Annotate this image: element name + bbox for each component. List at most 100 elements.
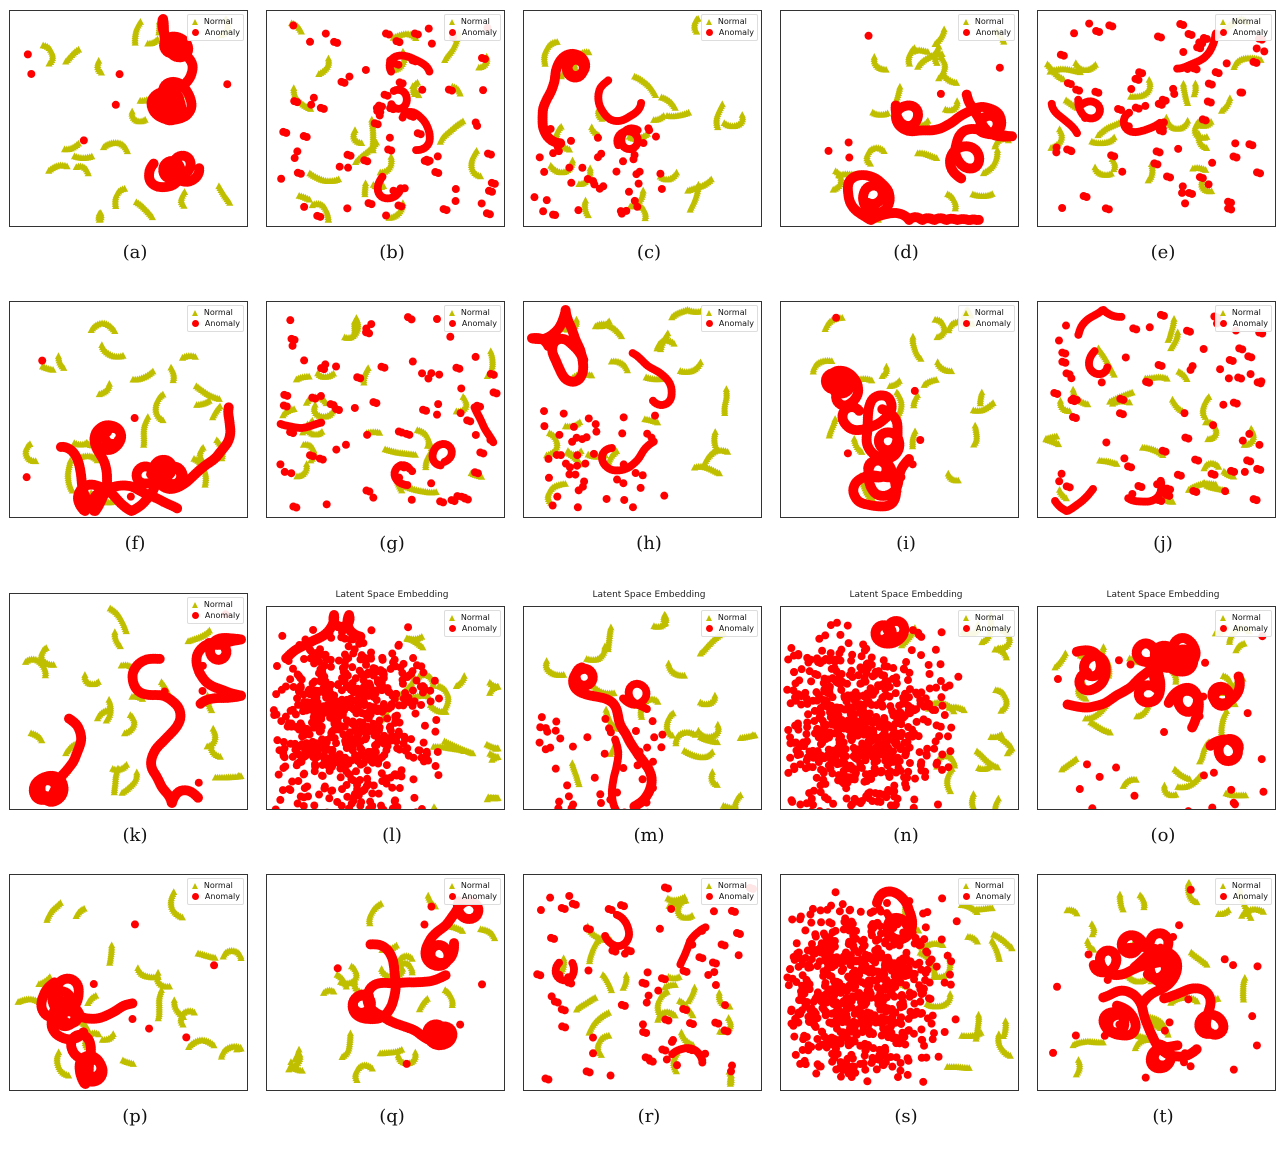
normal-point bbox=[215, 395, 223, 402]
anomaly-point bbox=[593, 153, 602, 162]
normal-point bbox=[476, 172, 485, 180]
circle-marker-icon bbox=[448, 320, 456, 327]
anomaly-point bbox=[27, 69, 36, 78]
normal-point bbox=[70, 439, 78, 447]
legend: Normal Anomaly bbox=[443, 14, 501, 41]
anomaly-point bbox=[1058, 204, 1067, 213]
normal-point bbox=[62, 57, 70, 65]
normal-point bbox=[68, 486, 76, 494]
normal-point bbox=[911, 427, 919, 435]
anomaly-point bbox=[367, 320, 376, 329]
anomaly-point bbox=[1127, 85, 1136, 94]
anomaly-point bbox=[377, 102, 386, 111]
anomaly-point bbox=[418, 85, 427, 94]
normal-point bbox=[585, 48, 593, 56]
legend: Normal Anomaly bbox=[186, 14, 244, 41]
legend-label-anomaly: Anomaly bbox=[975, 28, 1011, 37]
anomaly-point bbox=[1248, 141, 1257, 150]
normal-point bbox=[409, 82, 417, 89]
anomaly-point bbox=[172, 503, 183, 514]
normal-point bbox=[144, 39, 152, 47]
anomaly-point bbox=[1252, 44, 1261, 53]
normal-point bbox=[935, 42, 943, 50]
anomaly-point bbox=[1156, 33, 1165, 42]
anomaly-point bbox=[223, 402, 234, 413]
normal-point bbox=[953, 97, 961, 105]
normal-point bbox=[315, 70, 323, 77]
legend: Normal Anomaly bbox=[700, 14, 758, 41]
anomaly-point bbox=[590, 180, 599, 189]
normal-point bbox=[584, 211, 592, 219]
anomaly-point bbox=[387, 100, 396, 109]
anomaly-point bbox=[1110, 152, 1119, 161]
anomaly-point bbox=[973, 214, 984, 225]
anomaly-point bbox=[1174, 144, 1183, 153]
legend: Normal Anomaly bbox=[957, 305, 1015, 332]
normal-point bbox=[32, 457, 40, 465]
anomaly-point bbox=[425, 156, 434, 165]
normal-point bbox=[882, 65, 890, 73]
anomaly-point bbox=[1155, 148, 1164, 157]
anomaly-point bbox=[471, 430, 480, 439]
anomaly-point bbox=[174, 36, 185, 47]
anomaly-point bbox=[307, 100, 316, 109]
normal-point bbox=[690, 463, 699, 471]
anomaly-point bbox=[293, 98, 302, 107]
normal-point bbox=[1189, 164, 1197, 172]
legend: Normal Anomaly bbox=[186, 305, 244, 332]
anomaly-point bbox=[318, 455, 327, 464]
anomaly-point bbox=[908, 460, 917, 469]
anomaly-point bbox=[553, 142, 562, 151]
normal-point bbox=[1200, 464, 1208, 472]
anomaly-point bbox=[316, 212, 325, 221]
normal-point bbox=[617, 332, 626, 340]
normal-point bbox=[191, 352, 199, 360]
subfigure-caption: (i) bbox=[896, 533, 916, 554]
normal-point bbox=[169, 376, 177, 384]
normal-point bbox=[568, 156, 577, 164]
triangle-marker-icon bbox=[191, 18, 198, 25]
normal-point bbox=[475, 63, 483, 71]
anomaly-point bbox=[394, 60, 403, 69]
normal-point bbox=[205, 396, 213, 404]
anomaly-point bbox=[607, 444, 616, 453]
anomaly-point bbox=[306, 37, 315, 46]
anomaly-point bbox=[660, 491, 669, 500]
anomaly-point bbox=[567, 178, 576, 187]
normal-point bbox=[1053, 432, 1061, 440]
legend-item-anomaly: Anomaly bbox=[705, 27, 754, 38]
subplot: Normal Anomaly (a) bbox=[7, 10, 263, 296]
anomaly-point bbox=[427, 39, 436, 48]
normal-point bbox=[360, 378, 368, 386]
normal-point bbox=[809, 367, 817, 375]
anomaly-point bbox=[839, 371, 850, 382]
scatter-plot bbox=[277, 19, 499, 223]
subfigure-caption: (f) bbox=[124, 533, 146, 554]
normal-point bbox=[314, 369, 322, 377]
anomaly-point bbox=[435, 370, 444, 379]
normal-point bbox=[910, 401, 918, 409]
anomaly-point bbox=[832, 313, 841, 322]
normal-point bbox=[1195, 121, 1203, 128]
anomaly-point bbox=[1204, 180, 1213, 189]
anomaly-point bbox=[365, 329, 374, 338]
scatter-plot-area: Normal Anomaly bbox=[1037, 301, 1276, 518]
anomaly-point bbox=[1138, 69, 1147, 78]
normal-point bbox=[72, 163, 80, 171]
normal-point bbox=[947, 367, 956, 375]
normal-point bbox=[1204, 435, 1212, 443]
normal-point bbox=[868, 376, 876, 384]
scatter-plot bbox=[22, 319, 236, 516]
triangle-marker-icon bbox=[1219, 18, 1226, 25]
normal-point bbox=[914, 62, 922, 70]
anomaly-point bbox=[571, 470, 580, 479]
normal-point bbox=[684, 108, 693, 116]
anomaly-point bbox=[418, 369, 427, 378]
anomaly-point bbox=[471, 352, 480, 361]
legend-label-normal: Normal bbox=[203, 308, 233, 317]
anomaly-point bbox=[1153, 160, 1162, 169]
scatter-plot bbox=[1043, 15, 1269, 214]
anomaly-point bbox=[1181, 199, 1190, 208]
normal-point bbox=[456, 89, 464, 97]
